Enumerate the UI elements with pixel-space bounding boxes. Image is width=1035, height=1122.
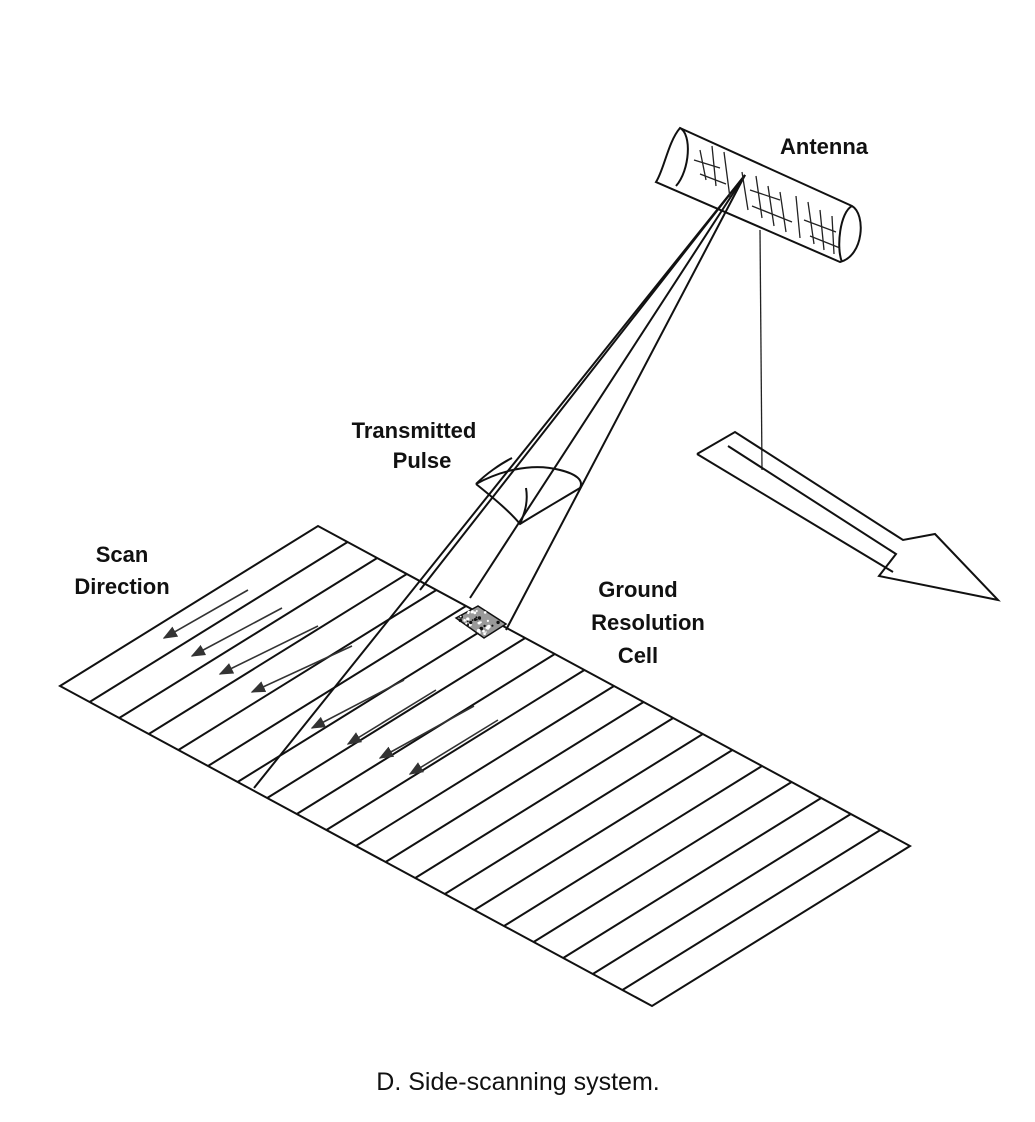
speckle-dot — [459, 615, 462, 618]
transmitted-pulse-label-line1: Transmitted — [352, 418, 477, 443]
speckle-dot — [479, 617, 481, 620]
scan-arrow — [408, 719, 499, 775]
speckle-dot — [496, 620, 500, 625]
radar-beam — [253, 174, 746, 789]
speckle-dot — [473, 611, 477, 615]
scan-line — [562, 797, 822, 959]
antenna-hatching — [693, 145, 841, 255]
antenna-end-rim — [675, 127, 689, 187]
scan-direction-label-line2: Direction — [74, 574, 169, 599]
ground-resolution-cell — [454, 605, 508, 639]
scan-arrow — [218, 625, 319, 675]
speckle-dot — [475, 616, 478, 619]
speckle-dot — [482, 629, 485, 633]
scan-line — [296, 653, 556, 815]
speckle-dot — [473, 618, 477, 621]
beam-outer-right — [505, 174, 746, 631]
scan-line — [118, 557, 378, 719]
speckle-dot — [479, 632, 481, 634]
speckle-dot — [483, 632, 486, 636]
pulse-edge-right — [519, 487, 528, 525]
scan-line — [444, 733, 704, 895]
speckle-dot — [470, 610, 474, 614]
antenna-body — [654, 126, 862, 264]
ground-resolution-label-line3: Cell — [618, 643, 658, 668]
scan-line — [533, 781, 793, 943]
scan-line — [592, 813, 852, 975]
scan-line — [414, 717, 674, 879]
speckle-dot — [486, 619, 490, 623]
scan-line — [177, 589, 437, 751]
scan-line — [473, 749, 733, 911]
beam-inner-left — [419, 174, 746, 591]
speckle-dot — [485, 631, 487, 633]
antenna — [654, 126, 862, 471]
scan-line — [355, 685, 615, 847]
speckle-dot — [469, 620, 473, 625]
pulse-front-arc — [475, 466, 582, 489]
speckle-dot — [491, 624, 494, 627]
scan-direction-arrows — [162, 589, 499, 775]
ground-resolution-label-line2: Resolution — [591, 610, 705, 635]
scan-arrow — [162, 589, 249, 639]
scan-line — [621, 829, 881, 991]
speckle-dot — [463, 619, 466, 622]
flight-direction-arrow — [696, 430, 1001, 602]
ground-resolution-label-line1: Ground — [598, 577, 677, 602]
scan-line — [503, 765, 763, 927]
speckle-dot — [466, 620, 469, 623]
antenna-far-rim — [838, 205, 853, 263]
scan-line — [266, 637, 526, 799]
speckle-dot — [467, 611, 470, 615]
speckle-dot — [483, 624, 486, 628]
ground-swath — [58, 524, 912, 1008]
antenna-mast — [759, 229, 763, 471]
beam-outer-left — [253, 174, 746, 789]
cell-speckle — [458, 610, 500, 636]
figure-caption: D. Side-scanning system. — [376, 1068, 659, 1096]
speckle-dot — [479, 626, 484, 631]
scan-arrow — [190, 607, 283, 657]
scan-direction-label-line1: Scan — [96, 542, 149, 567]
speckle-dot — [477, 621, 481, 625]
speckle-dot — [466, 617, 470, 621]
beam-inner-right — [469, 174, 746, 599]
transmitted-pulse — [475, 457, 582, 526]
scan-line — [207, 605, 467, 767]
scan-arrow — [346, 689, 437, 745]
scan-line — [385, 701, 645, 863]
scan-line — [148, 573, 408, 735]
speckle-dot — [471, 619, 474, 621]
scan-lines — [89, 541, 881, 991]
speckle-dot — [458, 618, 463, 623]
antenna-label: Antenna — [780, 134, 869, 159]
speckle-dot — [483, 611, 487, 614]
scan-arrow — [250, 645, 353, 693]
scan-arrow — [378, 705, 475, 759]
speckle-dot — [475, 610, 478, 612]
scan-arrow — [310, 679, 405, 729]
speckle-dot — [486, 624, 491, 629]
speckle-dot — [476, 628, 481, 633]
swath-outline — [58, 524, 912, 1008]
transmitted-pulse-label-line2: Pulse — [393, 448, 452, 473]
scan-line — [89, 541, 349, 703]
speckle-dot — [465, 622, 468, 625]
pulse-edge-left — [475, 457, 513, 485]
scan-line — [325, 669, 585, 831]
